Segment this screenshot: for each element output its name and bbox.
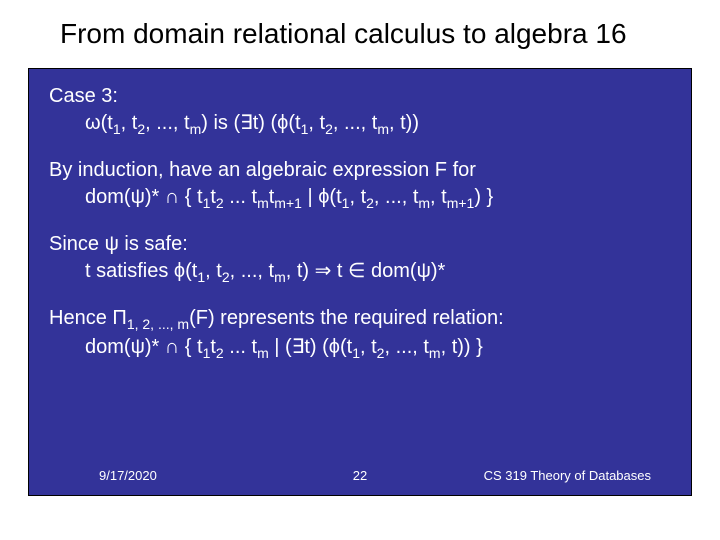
case-block: Case 3: ω(t1, t2, ..., tm) is (∃t) (ϕ(t1… (49, 83, 671, 139)
induction-line: By induction, have an algebraic expressi… (49, 157, 671, 184)
since-line: Since ψ is safe: (49, 231, 671, 258)
footer-date: 9/17/2020 (99, 467, 157, 485)
footer-page: 22 (353, 467, 367, 485)
dom-expression: dom(ψ)* ∩ { t1t2 ... tmtm+1 | ϕ(t1, t2, … (49, 184, 671, 213)
satisfies-line: t satisfies ϕ(t1, t2, ..., tm, t) ⇒ t ∈ … (49, 258, 671, 287)
hence-line: Hence Π1, 2, ..., m(F) represents the re… (49, 305, 671, 334)
hence-block: Hence Π1, 2, ..., m(F) represents the re… (49, 305, 671, 363)
induction-block: By induction, have an algebraic expressi… (49, 157, 671, 213)
footer: 9/17/2020 22 CS 319 Theory of Databases (29, 467, 691, 485)
final-expression: dom(ψ)* ∩ { t1t2 ... tm | (∃t) (ϕ(t1, t2… (49, 334, 671, 363)
case-label: Case 3: (49, 83, 671, 110)
footer-course: CS 319 Theory of Databases (484, 467, 651, 485)
since-block: Since ψ is safe: t satisfies ϕ(t1, t2, .… (49, 231, 671, 287)
case-definition: ω(t1, t2, ..., tm) is (∃t) (ϕ(t1, t2, ..… (49, 110, 671, 139)
slide-title: From domain relational calculus to algeb… (0, 0, 720, 60)
slide: From domain relational calculus to algeb… (0, 0, 720, 540)
content-box: Case 3: ω(t1, t2, ..., tm) is (∃t) (ϕ(t1… (28, 68, 692, 496)
